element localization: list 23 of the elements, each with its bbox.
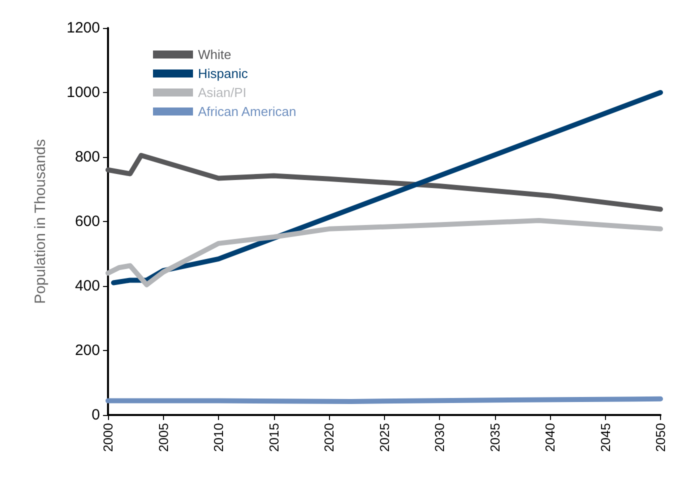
x-tick-label: 2050 bbox=[653, 423, 668, 452]
x-tick-label: 2045 bbox=[598, 423, 613, 452]
legend-label: Asian/PI bbox=[198, 85, 246, 100]
x-tick-label: 2020 bbox=[322, 423, 336, 452]
legend-label: African American bbox=[198, 104, 296, 119]
legend-label: Hispanic bbox=[198, 66, 248, 81]
y-tick-label: 400 bbox=[74, 278, 100, 294]
x-tick-label: 2025 bbox=[376, 423, 392, 452]
y-axis-title: Population in Thousands bbox=[32, 139, 49, 304]
x-tick-label: 2000 bbox=[100, 423, 116, 452]
y-tick-label: 1200 bbox=[66, 20, 100, 36]
legend-label: White bbox=[198, 47, 232, 62]
y-tick-label: 800 bbox=[74, 148, 100, 166]
y-tick-label: 1000 bbox=[66, 84, 100, 101]
y-tick-label: 600 bbox=[74, 213, 100, 230]
x-tick-label: 2030 bbox=[432, 423, 447, 452]
x-tick-label: 2005 bbox=[156, 423, 171, 452]
x-tick-label: 2035 bbox=[487, 423, 502, 452]
x-tick-label: 2015 bbox=[266, 423, 282, 452]
x-tick-label: 2010 bbox=[211, 423, 226, 452]
x-tick-label: 2040 bbox=[542, 423, 558, 452]
y-tick-label: 0 bbox=[92, 406, 100, 424]
y-tick-label: 200 bbox=[74, 342, 100, 359]
